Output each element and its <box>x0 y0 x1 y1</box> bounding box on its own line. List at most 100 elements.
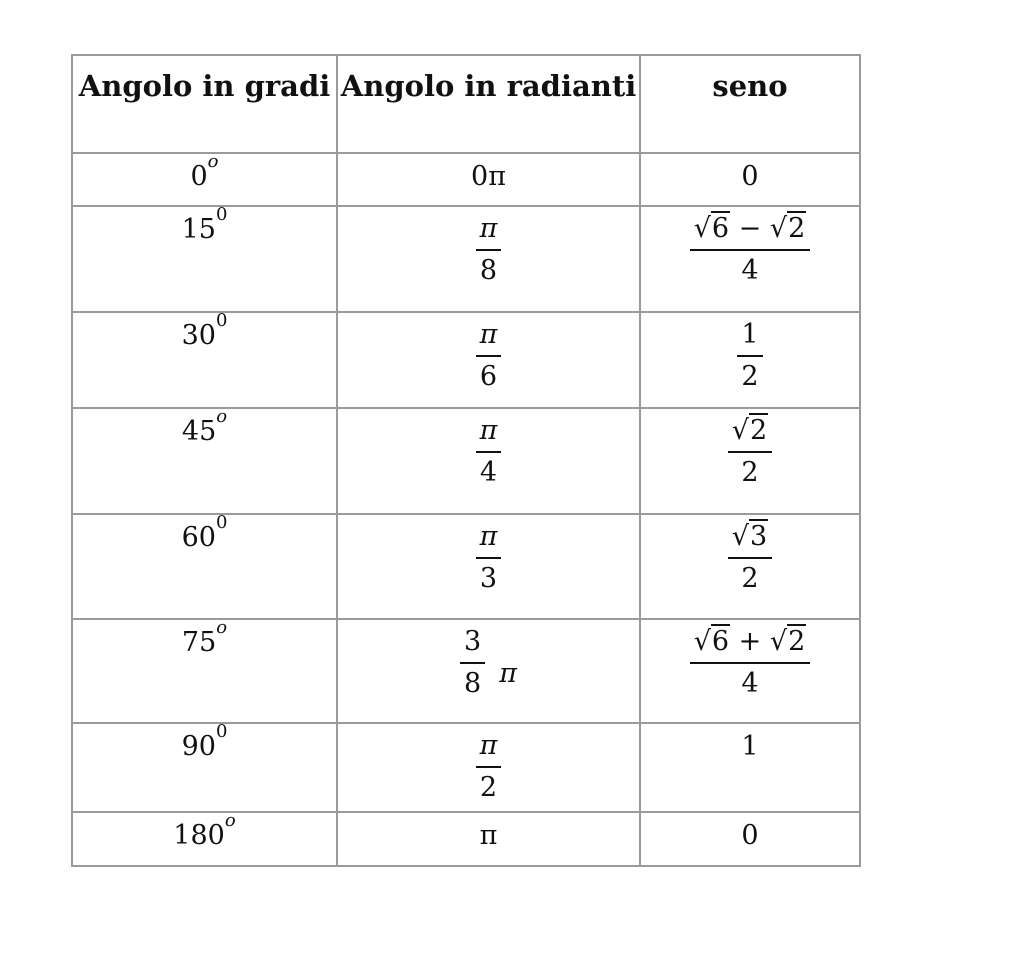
square-root: √2 <box>770 211 807 244</box>
fraction-bar <box>689 662 811 664</box>
numerator: 1 <box>737 321 762 349</box>
sine-value: √6 + √2 4 <box>641 620 859 698</box>
cell-sine: 0 <box>639 811 861 867</box>
cell-sine: 0 <box>639 152 861 207</box>
fraction-bar <box>475 766 502 768</box>
degrees-number: 15 <box>181 214 216 245</box>
fraction: √6 − √2 4 <box>689 211 811 285</box>
radicand: 2 <box>749 413 769 446</box>
denominator: 2 <box>741 563 759 594</box>
square-root: √6 <box>693 624 731 657</box>
math-value: 1 <box>741 731 759 762</box>
denominator: 3 <box>479 563 498 594</box>
sine-value: √6 − √2 4 <box>641 207 859 285</box>
fraction-bar <box>727 557 773 559</box>
math-value: 0 <box>741 161 759 192</box>
denominator: 2 <box>741 361 759 392</box>
term: π <box>479 730 498 761</box>
degrees-number: 60 <box>181 522 216 553</box>
numerator: π <box>476 215 502 243</box>
degrees-value: 60 0 <box>181 512 228 553</box>
cell-degrees: 180 o <box>71 810 338 867</box>
cell-degrees: 30 0 <box>71 310 338 409</box>
cell-degrees: 90 0 <box>71 721 338 813</box>
cell-radians: π <box>336 811 641 867</box>
numerator: 3 <box>460 628 485 656</box>
denominator: 4 <box>741 668 759 699</box>
fraction-bar <box>689 249 811 251</box>
radicand: 2 <box>787 624 807 657</box>
radicand: 6 <box>710 624 731 657</box>
radicand: 6 <box>710 211 731 244</box>
cell-degrees: 60 0 <box>71 512 338 620</box>
term: + <box>730 626 770 657</box>
header-sine: seno <box>639 54 861 154</box>
cell-sine: √3 2 <box>639 513 861 620</box>
degrees-value: 75 o <box>181 617 228 658</box>
radians-text: π <box>479 820 498 851</box>
radical-sign: √ <box>731 415 750 446</box>
square-root: √2 <box>731 413 769 446</box>
table-row: 15 0 π 8 √6 − √2 4 <box>71 205 861 313</box>
numerator: π <box>476 321 502 349</box>
math-value: 0 <box>741 820 759 851</box>
fraction-bar <box>475 249 502 251</box>
cell-degrees: 75 o <box>71 617 338 724</box>
table-row: 180 o π 0 <box>71 810 861 867</box>
sine-value: 1 <box>641 724 859 762</box>
radical-sign: √ <box>769 626 788 657</box>
cell-degrees: 15 0 <box>71 205 338 313</box>
numerator: √6 − √2 <box>690 211 811 244</box>
degrees-number: 180 <box>173 820 225 851</box>
radical-sign: √ <box>693 213 711 244</box>
radical-sign: √ <box>693 626 711 657</box>
denominator: 8 <box>479 255 498 286</box>
degrees-value: 30 0 <box>181 310 228 351</box>
term: π <box>479 415 498 446</box>
sine-value: 0 <box>641 154 859 192</box>
table-row: 75 o 3 8 π √6 + √2 4 <box>71 617 861 724</box>
header-radians: Angolo in radianti <box>336 54 641 154</box>
degrees-number: 30 <box>181 320 216 351</box>
denominator: 2 <box>479 772 498 803</box>
radians-value: 0π <box>338 154 639 192</box>
degrees-value: 180 o <box>173 810 236 851</box>
fraction-bar <box>737 355 763 357</box>
radicand: 3 <box>749 519 769 552</box>
term: π <box>479 319 498 350</box>
term: − <box>730 213 770 244</box>
sine-value: √3 2 <box>641 515 859 593</box>
fraction: √2 2 <box>727 413 773 488</box>
denominator: 2 <box>741 457 759 488</box>
degrees-number: 0 <box>190 161 208 192</box>
cell-degrees: 45 o <box>71 407 338 515</box>
term: 3 <box>464 626 482 657</box>
square-root: √3 <box>731 519 769 552</box>
term: π <box>479 213 498 244</box>
degrees-number: 75 <box>181 627 217 658</box>
fraction-bar <box>475 451 502 453</box>
cell-sine: √6 − √2 4 <box>639 205 861 313</box>
degrees-value: 90 0 <box>181 721 228 762</box>
radical-sign: √ <box>731 521 750 552</box>
denominator: 4 <box>479 457 498 488</box>
table-row: 0 o 0π 0 <box>71 152 861 207</box>
denominator: 6 <box>479 361 498 392</box>
sine-value: 0 <box>641 813 859 851</box>
cell-radians: 0π <box>336 152 641 207</box>
square-root: √2 <box>769 624 807 657</box>
cell-sine: √6 + √2 4 <box>639 618 861 724</box>
